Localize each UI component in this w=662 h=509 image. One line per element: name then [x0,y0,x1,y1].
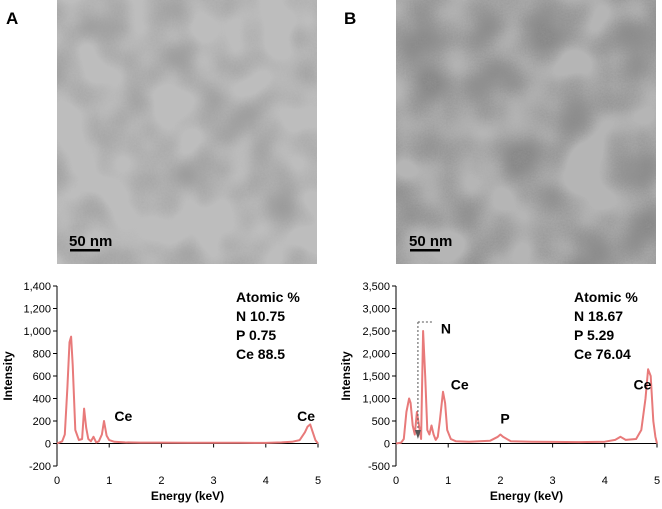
y-tick-label: 2,500 [362,326,390,338]
panel-letter-b: B [344,9,356,28]
atomic-percent-line: N 10.75 [236,308,285,324]
y-tick-label: 1,400 [23,281,51,293]
peak-label: N [441,320,451,336]
atomic-percent-line: Ce 88.5 [236,346,285,362]
peak-label: Ce [634,377,652,393]
x-tick-label: 3 [550,475,556,487]
x-tick-label: 4 [602,475,608,487]
x-tick-label: 5 [315,475,321,487]
y-tick-label: 0 [45,439,51,451]
y-tick-label: 1,200 [23,304,51,316]
x-tick-label: 1 [106,475,112,487]
peak-label: Ce [114,408,132,424]
scale-bar-label-b: 50 nm [409,233,452,250]
x-tick-label: 0 [54,475,60,487]
peak-label: Ce [451,377,469,393]
atomic-percent-title: Atomic % [574,289,638,305]
scale-bar-label-a: 50 nm [69,233,112,250]
y-tick-label: 2,000 [362,349,390,361]
x-tick-label: 2 [497,475,503,487]
atomic-percent-line: Ce 76.04 [574,346,631,362]
panel-letter-a: A [6,9,18,28]
y-tick-label: 400 [33,394,51,406]
atomic-percent-line: N 18.67 [574,308,623,324]
scale-bar-b [410,249,440,252]
y-tick-label: 800 [33,349,51,361]
y-tick-label: 200 [33,416,51,428]
y-tick-label: 500 [372,416,390,428]
y-tick-label: -500 [368,461,390,473]
n-pointer-arrow [414,430,421,439]
tem-particles-b [396,0,656,264]
y-tick-label: 3,000 [362,304,390,316]
y-tick-label: 600 [33,371,51,383]
x-tick-label: 3 [211,475,217,487]
y-axis-title: Intensity [1,351,15,401]
x-tick-label: 5 [654,475,660,487]
tem-image-a: A 50 nm [6,0,317,264]
y-tick-label: 1,000 [23,326,51,338]
atomic-percent-line: P 5.29 [574,327,614,343]
atomic-percent-title: Atomic % [236,289,300,305]
x-tick-label: 1 [445,475,451,487]
spectrum-line [395,330,658,445]
y-axis-title: Intensity [339,351,353,401]
scale-bar-a [70,249,100,252]
tem-image-b: B 50 nm [344,0,656,264]
y-tick-label: 1,000 [362,394,390,406]
atomic-percent-line: P 0.75 [236,327,276,343]
peak-label: Ce [297,408,315,424]
y-tick-label: 0 [384,439,390,451]
x-tick-label: 2 [158,475,164,487]
x-axis-title: Energy (keV) [490,489,563,503]
tem-particles-a [57,0,317,264]
y-tick-label: 3,500 [362,281,390,293]
y-tick-label: 1,500 [362,371,390,383]
x-axis-title: Energy (keV) [151,489,224,503]
spectrum-line [56,335,319,445]
y-tick-label: -200 [29,461,51,473]
peak-label: P [500,410,509,426]
x-tick-label: 0 [393,475,399,487]
x-tick-label: 4 [263,475,269,487]
